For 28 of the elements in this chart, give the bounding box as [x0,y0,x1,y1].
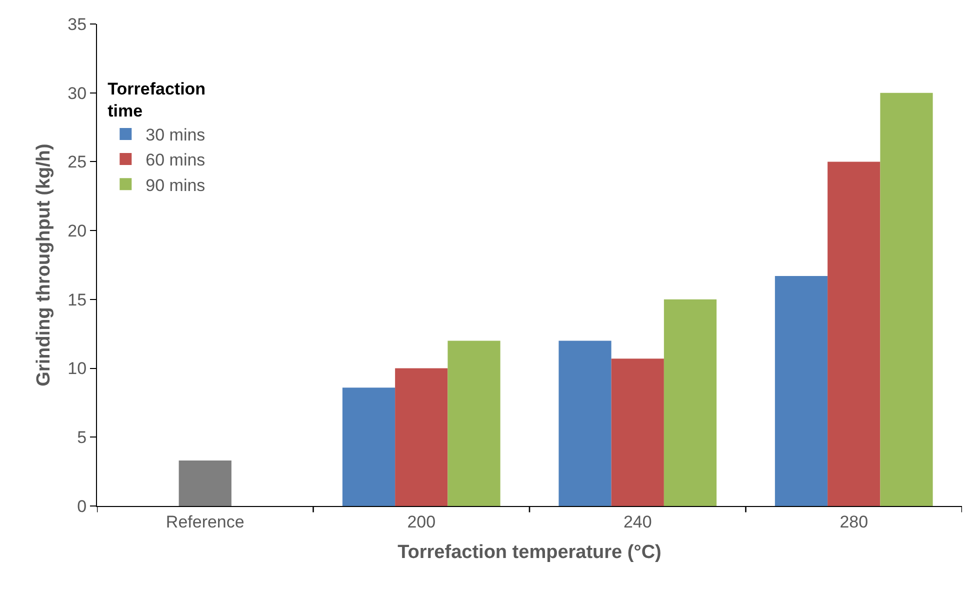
y-tick-label: 0 [77,496,87,516]
x-tick-label: Reference [166,512,244,532]
y-tick-label: 30 [68,84,87,103]
bar [828,162,880,506]
bar [448,340,500,506]
x-axis-title: Torrefaction temperature (°C) [398,542,662,564]
y-tick-label: 10 [68,359,87,378]
bar [664,299,717,506]
bar [178,460,232,506]
bar [774,276,828,506]
y-tick-label: 35 [68,14,87,34]
y-tick-label: 20 [68,222,87,241]
bar [558,340,612,506]
legend-title: Torrefaction time [108,79,206,120]
x-tick-label: 280 [840,512,868,532]
bar [395,368,448,506]
legend-label: 30 mins [146,126,206,145]
x-tick-label: 240 [623,512,652,532]
legend-label: 90 mins [146,176,206,195]
y-axis-title: Grinding throughput (kg/h) [34,144,55,386]
bar [880,92,933,506]
bar [342,388,396,506]
legend-label: 60 mins [146,150,206,170]
bar [611,358,664,506]
y-tick-label: 5 [77,428,87,448]
y-tick-label: 25 [68,152,87,172]
y-tick-label: 15 [68,290,87,310]
x-tick-label: 200 [407,512,436,532]
